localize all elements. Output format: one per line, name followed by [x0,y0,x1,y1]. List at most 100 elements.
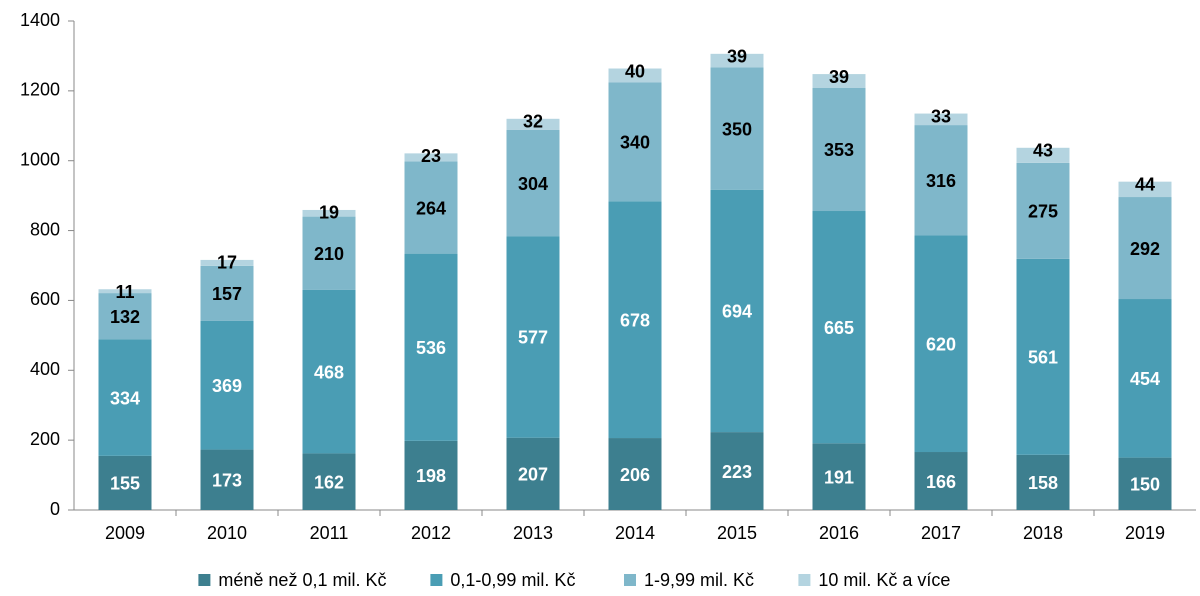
bar-segment [1118,457,1172,510]
bar-segment [812,211,866,444]
data-label: 157 [212,284,242,304]
bar-segment [1016,454,1070,510]
bar-segment [506,118,560,130]
bar-segment [608,438,662,510]
data-label: 454 [1130,369,1160,389]
legend-swatch [798,574,811,586]
x-tick-label: 2012 [411,523,451,543]
data-label: 40 [625,61,645,81]
bar-segment [506,236,560,438]
bar-segment [98,293,152,340]
data-label: 350 [722,119,752,139]
data-label: 316 [926,171,956,191]
data-label: 292 [1130,239,1160,259]
bar-segment [506,129,560,237]
bar-segment [710,189,764,433]
bar-segment [302,209,356,217]
data-label: 155 [110,474,140,494]
bar-segment [1016,162,1070,259]
x-tick-label: 2010 [207,523,247,543]
data-label: 264 [416,198,446,218]
y-tick-label: 600 [30,289,60,309]
y-tick-label: 800 [30,219,60,239]
x-tick-label: 2017 [921,523,961,543]
bar-segment [1118,197,1172,300]
data-label: 468 [314,362,344,382]
legend-label: 10 mil. Kč a více [818,570,950,590]
data-label: 39 [829,67,849,87]
data-label: 33 [931,106,951,126]
x-tick-label: 2009 [105,523,145,543]
bar-segment [98,455,152,510]
data-label: 166 [926,472,956,492]
bar-segment [608,68,662,83]
y-tick-label: 1400 [20,10,60,30]
bar-segment [608,201,662,439]
bar-segment [302,289,356,454]
data-label: 353 [824,140,854,160]
bar-segment [200,259,254,266]
x-tick-label: 2015 [717,523,757,543]
bar-segment [1118,181,1172,198]
legend-swatch [198,574,211,586]
legend-label: 0,1-0,99 mil. Kč [450,570,575,590]
data-label: 207 [518,465,548,485]
data-label: 162 [314,472,344,492]
bar-segment [914,113,968,126]
x-tick-label: 2019 [1125,523,1165,543]
data-label: 11 [115,282,134,302]
bar-segment [914,235,968,453]
data-label: 678 [620,310,650,330]
y-tick-label: 1000 [20,149,60,169]
bar-segment [710,432,764,510]
bar-segment [710,53,764,68]
data-label: 536 [416,338,446,358]
x-tick-label: 2018 [1023,523,1063,543]
bar-segment [506,437,560,510]
bar-segment [710,67,764,190]
data-label: 173 [212,471,242,491]
bar-segment [914,452,968,510]
data-label: 334 [110,388,140,408]
bar-segment [812,443,866,510]
bar-segment [812,87,866,212]
bar-segment [1016,147,1070,163]
x-tick-label: 2016 [819,523,859,543]
bar-segment [200,449,254,510]
data-label: 223 [722,462,752,482]
x-tick-label: 2011 [310,523,349,543]
data-label: 44 [1135,174,1155,194]
data-label: 620 [926,334,956,354]
data-label: 150 [1130,475,1160,495]
data-label: 132 [110,307,140,327]
data-label: 665 [824,318,854,338]
data-label: 206 [620,465,650,485]
bar-segment [98,339,152,456]
data-label: 158 [1028,473,1058,493]
x-tick-label: 2014 [615,523,655,543]
bar-segment [914,125,968,236]
y-tick-label: 200 [30,429,60,449]
data-label: 304 [518,174,548,194]
bar-segment [200,265,254,321]
data-label: 191 [824,467,854,487]
data-label: 19 [319,203,339,223]
data-label: 210 [314,244,344,264]
bar-segment [1016,258,1070,455]
bar-segment [98,289,152,294]
bar-segment [302,453,356,510]
y-tick-label: 400 [30,359,60,379]
bar-segment [404,253,458,441]
data-label: 23 [421,146,441,166]
bar-segment [1118,299,1172,458]
data-label: 17 [217,253,237,273]
bar-segment [404,161,458,254]
data-label: 561 [1028,348,1058,368]
y-tick-label: 0 [50,499,60,519]
bar-segment [404,153,458,162]
bar-segment [608,82,662,202]
data-label: 39 [727,47,747,67]
bar-segment [404,440,458,510]
data-label: 43 [1033,141,1053,161]
